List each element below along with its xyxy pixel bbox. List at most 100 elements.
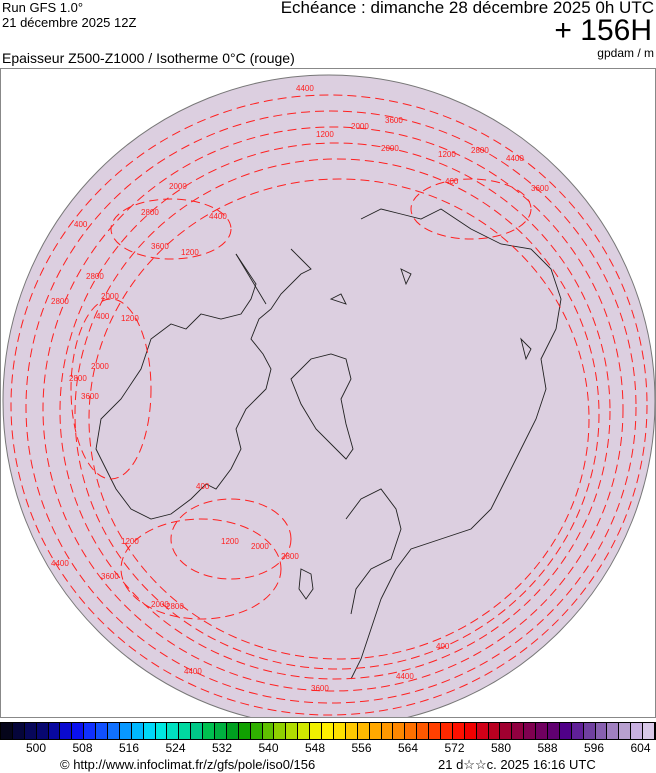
run-model: Run GFS 1.0° <box>2 0 84 15</box>
color-scale-tick: 524 <box>165 741 186 755</box>
contour-line <box>59 142 611 680</box>
color-swatch <box>119 723 132 739</box>
color-swatch <box>298 723 311 739</box>
contour-label: 2000 <box>169 182 187 191</box>
contour-labels: 4400 3600 2000 1200 2800 400 1200 2000 4400 3600 2… <box>51 84 549 693</box>
color-swatch <box>488 723 501 739</box>
hemisphere-disk <box>2 74 655 717</box>
contour-label: 4400 <box>51 559 69 568</box>
color-scale-tick: 596 <box>583 741 605 755</box>
contour-label: 3600 <box>531 184 549 193</box>
color-scale-ticks: 500 508 516 524 532 540 548 556 564 572 580 588 596 6… <box>0 741 656 757</box>
contour-label: 1200 <box>221 537 239 546</box>
color-swatch <box>48 723 61 739</box>
canada-alaska-border <box>235 253 267 305</box>
contour-line <box>10 94 648 716</box>
polar-map: 4400 3600 2000 1200 2800 400 1200 2000 4400 3600 2… <box>0 68 656 718</box>
color-swatch <box>559 723 572 739</box>
contour-label: 2800 <box>141 208 159 217</box>
color-scale-tick: 604 <box>630 741 651 755</box>
color-swatch <box>286 723 299 739</box>
map-canvas: 4400 3600 2000 1200 2800 400 1200 2000 4400 3600 2… <box>2 74 655 717</box>
contour-label: 2000 <box>151 600 169 609</box>
color-swatch <box>226 723 239 739</box>
isotherm-contours <box>10 94 648 716</box>
contour-label: 2800 <box>166 602 184 611</box>
color-swatch <box>72 723 85 739</box>
color-swatch <box>274 723 287 739</box>
color-scale-tick: 540 <box>258 741 279 755</box>
contour-line <box>88 178 590 660</box>
color-scale-tick: 556 <box>351 741 372 755</box>
color-swatch <box>643 723 655 739</box>
contour-label: 2000 <box>101 292 119 301</box>
contour-label: 1200 <box>316 130 334 139</box>
color-swatch <box>607 723 620 739</box>
contour-label: 2000 <box>91 362 109 371</box>
color-swatch <box>452 723 465 739</box>
contour-label: 4400 <box>296 84 314 93</box>
color-swatch <box>464 723 477 739</box>
color-swatch <box>429 723 441 739</box>
color-swatch <box>238 723 251 739</box>
color-scale-tick: 580 <box>490 741 512 755</box>
uk-coast <box>298 568 314 600</box>
contour-label: 2000 <box>381 144 399 153</box>
color-swatch <box>536 723 548 739</box>
contour-line <box>110 198 232 260</box>
color-swatch <box>369 723 382 739</box>
coastlines <box>95 208 562 680</box>
contour-label: 1200 <box>181 248 199 257</box>
color-scale-tick: 588 <box>537 741 558 755</box>
color-swatch <box>619 723 632 739</box>
color-scale <box>0 722 656 740</box>
siberia-islands <box>329 268 532 361</box>
copyright-url: © http://www.infoclimat.fr/z/gfs/pole/is… <box>60 757 316 772</box>
color-swatch <box>143 723 156 739</box>
greenland-coast <box>290 353 354 460</box>
contour-line <box>70 298 152 480</box>
contour-label: 400 <box>436 642 450 651</box>
color-swatch <box>417 723 430 739</box>
color-swatch <box>333 723 346 739</box>
contour-label: 2800 <box>69 374 87 383</box>
contour-line <box>120 518 282 620</box>
color-swatch <box>524 723 537 739</box>
color-swatch <box>203 723 216 739</box>
color-swatch <box>179 723 192 739</box>
color-swatch <box>357 723 370 739</box>
contour-line <box>170 498 292 580</box>
color-swatch <box>500 723 513 739</box>
contour-line <box>25 110 637 704</box>
color-scale-tick: 532 <box>211 741 233 755</box>
color-swatch <box>12 723 25 739</box>
color-swatch <box>155 723 168 739</box>
contour-label: 3600 <box>151 242 169 251</box>
color-swatch <box>24 723 37 739</box>
color-swatch <box>631 723 644 739</box>
north-america-coast <box>95 248 312 520</box>
color-swatch <box>1 723 13 739</box>
contour-label: 3600 <box>385 116 403 125</box>
color-swatch <box>191 723 204 739</box>
contour-label: 2800 <box>51 297 69 306</box>
color-swatch <box>167 723 180 739</box>
color-swatch <box>405 723 418 739</box>
contour-label: 4400 <box>184 667 202 676</box>
run-date: 21 décembre 2025 12Z <box>2 15 137 30</box>
generated-time: 21 d☆☆c. 2025 16:16 UTC <box>438 757 596 772</box>
color-swatch <box>440 723 453 739</box>
color-scale-tick: 516 <box>118 741 140 755</box>
color-swatch <box>60 723 73 739</box>
map-title: Epaisseur Z500-Z1000 / Isotherme 0°C (ro… <box>2 50 295 66</box>
contour-label: 2800 <box>471 146 489 155</box>
eurasia-coast <box>345 208 562 680</box>
color-swatch <box>36 723 49 739</box>
map-unit: gpdam / m <box>597 46 654 60</box>
forecast-lead-time: + 156H <box>554 14 652 47</box>
color-swatch <box>108 723 120 739</box>
color-scale-tick: 572 <box>444 741 465 755</box>
color-swatch <box>262 723 275 739</box>
color-swatch <box>381 723 394 739</box>
contour-label: 1200 <box>121 537 139 546</box>
